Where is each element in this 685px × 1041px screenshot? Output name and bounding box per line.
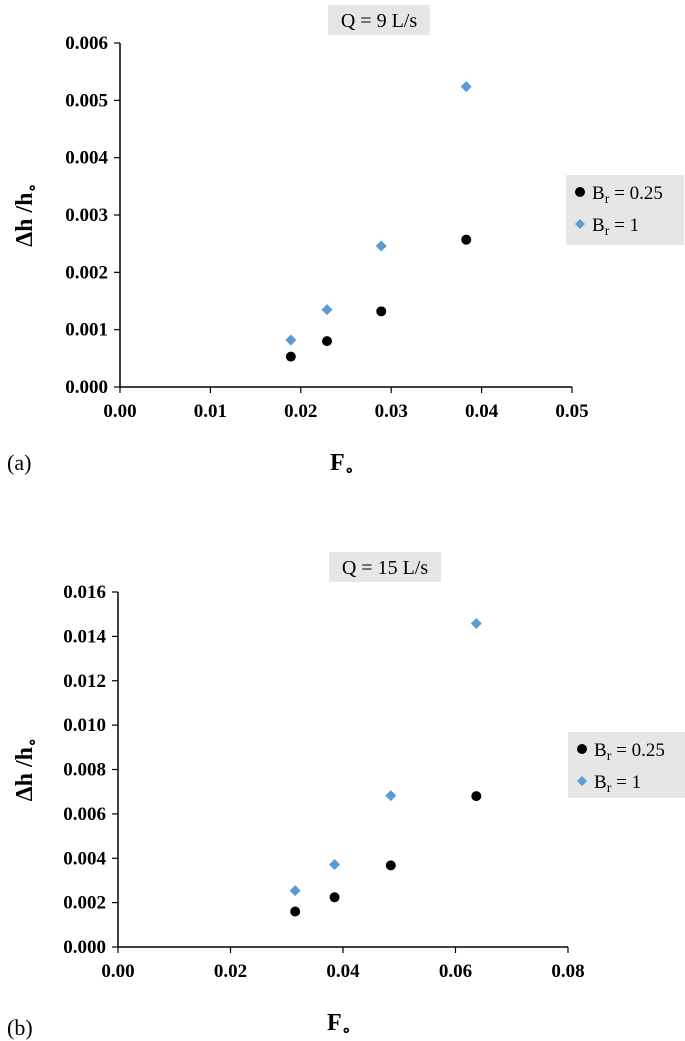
chart-a-y-tick-label: 0.004 bbox=[65, 148, 108, 169]
chart-b-point-br-025 bbox=[329, 892, 340, 903]
chart-a-title-box bbox=[328, 5, 430, 35]
chart-a-x-tick-label: 0.02 bbox=[284, 401, 317, 422]
chart-a-x-axis-label: F∘ bbox=[330, 450, 354, 480]
chart-b-x-axis-label: F∘ bbox=[327, 1010, 351, 1040]
chart-a-point-br-025 bbox=[322, 336, 333, 347]
chart-b-legend-marker-br-1 bbox=[577, 776, 587, 786]
chart-b-x-tick-label: 0.02 bbox=[214, 961, 247, 982]
chart-b-y-axis-label-sub: ∘ bbox=[22, 738, 42, 747]
chart-b-x-tick-label: 0.04 bbox=[326, 961, 360, 982]
chart-b-x-tick-label: 0.00 bbox=[101, 961, 134, 982]
chart-a-x-axis-label-main: F bbox=[330, 450, 345, 476]
chart-b-legend-box bbox=[568, 732, 685, 798]
chart-b-title: Q = 15 L/s bbox=[342, 557, 428, 579]
chart-a-x-axis-label-sub: ∘ bbox=[345, 460, 354, 480]
chart-b-legend-label-sub: r bbox=[607, 749, 612, 764]
chart-b-point-br-1 bbox=[329, 858, 341, 870]
chart-a-legend-label-br-1: Br = 1 bbox=[592, 215, 639, 239]
chart-b-y-tick-label: 0.012 bbox=[63, 671, 106, 692]
chart-b: Q = 15 L/s 0.000 0.002 0.004 0.006 0.008 0.010… bbox=[7, 552, 685, 1040]
chart-a-point-br-025 bbox=[376, 306, 387, 317]
chart-b-point-br-025 bbox=[385, 860, 396, 871]
chart-b-x-tick-label: 0.08 bbox=[551, 961, 584, 982]
chart-a-x-tick-label: 0.03 bbox=[375, 401, 408, 422]
chart-b-y-tick-label: 0.006 bbox=[63, 804, 106, 825]
chart-b-panel-label: (b) bbox=[7, 1015, 33, 1040]
chart-a-y-tick-label: 0.002 bbox=[65, 262, 108, 283]
chart-a-y-axis-label-main: Δh /h bbox=[12, 192, 38, 246]
chart-b-y-axis-label-main: Δh /h bbox=[12, 747, 38, 801]
chart-a-legend-label-main: B bbox=[592, 183, 605, 204]
chart-b-point-br-025 bbox=[471, 791, 482, 802]
chart-a-legend-label-main: B bbox=[592, 215, 605, 236]
chart-a-legend-label-rest: = 0.25 bbox=[609, 183, 662, 204]
chart-a-y-tick-label: 0.000 bbox=[65, 377, 108, 398]
chart-b-y-axis-label: Δh /h∘ bbox=[12, 738, 42, 802]
chart-a-legend-marker-br-025 bbox=[575, 187, 585, 197]
chart-a-y-tick-label: 0.001 bbox=[65, 320, 108, 341]
chart-a-y-tick-label: 0.005 bbox=[65, 90, 108, 111]
chart-a-legend-box bbox=[566, 175, 684, 245]
chart-b-legend-marker-br-025 bbox=[577, 744, 587, 754]
chart-a: Q = 9 L/s 0.000 0.001 0.002 0.003 0.004 0.005 0… bbox=[7, 5, 684, 480]
chart-b-legend-label-sub: r bbox=[607, 781, 612, 796]
chart-a-y-tick-label: 0.006 bbox=[65, 33, 108, 54]
chart-b-legend-label-br-1: Br = 1 bbox=[594, 772, 641, 796]
chart-a-legend-label-sub: r bbox=[605, 192, 610, 207]
chart-a-panel-label: (a) bbox=[7, 450, 31, 475]
chart-b-legend-label-br-025: Br = 0.25 bbox=[594, 740, 665, 764]
chart-a-x-tick-label: 0.01 bbox=[194, 401, 227, 422]
chart-b-x-axis-label-main: F bbox=[327, 1010, 342, 1036]
chart-b-point-br-1 bbox=[470, 618, 482, 630]
chart-a-point-br-1 bbox=[285, 334, 297, 346]
chart-a-legend-label-rest: = 1 bbox=[609, 215, 639, 236]
chart-b-x-axis-label-sub: ∘ bbox=[342, 1020, 351, 1040]
chart-a-point-br-1 bbox=[321, 304, 333, 316]
chart-b-point-br-1 bbox=[289, 885, 301, 897]
chart-a-legend-label-br-025: Br = 0.25 bbox=[592, 183, 663, 207]
chart-b-x-tick-label: 0.06 bbox=[439, 961, 472, 982]
chart-a-point-br-1 bbox=[460, 81, 472, 93]
chart-b-title-box bbox=[329, 552, 441, 582]
chart-a-y-axis-label-sub: ∘ bbox=[22, 183, 42, 192]
chart-b-y-tick-label: 0.002 bbox=[63, 893, 106, 914]
chart-a-legend-label-sub: r bbox=[605, 224, 610, 239]
chart-b-legend-label-main: B bbox=[594, 740, 607, 761]
chart-b-legend-label-rest: = 0.25 bbox=[611, 740, 664, 761]
chart-a-point-br-025 bbox=[461, 234, 472, 245]
chart-a-y-axis-label: Δh /h∘ bbox=[12, 183, 42, 247]
chart-b-y-tick-label: 0.016 bbox=[63, 582, 106, 603]
chart-b-point-br-1 bbox=[385, 790, 397, 802]
chart-a-y-tick-label: 0.003 bbox=[65, 205, 108, 226]
chart-a-legend-marker-br-1 bbox=[575, 219, 585, 229]
chart-a-x-tick-label: 0.05 bbox=[555, 401, 588, 422]
chart-b-y-tick-label: 0.004 bbox=[63, 848, 106, 869]
chart-b-y-tick-label: 0.000 bbox=[63, 937, 106, 958]
chart-a-point-br-1 bbox=[375, 240, 387, 252]
chart-a-x-tick-label: 0.00 bbox=[103, 401, 136, 422]
chart-a-point-br-025 bbox=[285, 351, 296, 362]
chart-a-x-tick-label: 0.04 bbox=[465, 401, 499, 422]
chart-b-legend-label-rest: = 1 bbox=[611, 772, 641, 793]
chart-b-y-tick-label: 0.014 bbox=[63, 626, 106, 647]
chart-b-legend-label-main: B bbox=[594, 772, 607, 793]
chart-b-point-br-025 bbox=[290, 906, 301, 917]
chart-a-title: Q = 9 L/s bbox=[341, 10, 417, 32]
chart-b-y-tick-label: 0.008 bbox=[63, 760, 106, 781]
chart-b-y-tick-label: 0.010 bbox=[63, 715, 106, 736]
